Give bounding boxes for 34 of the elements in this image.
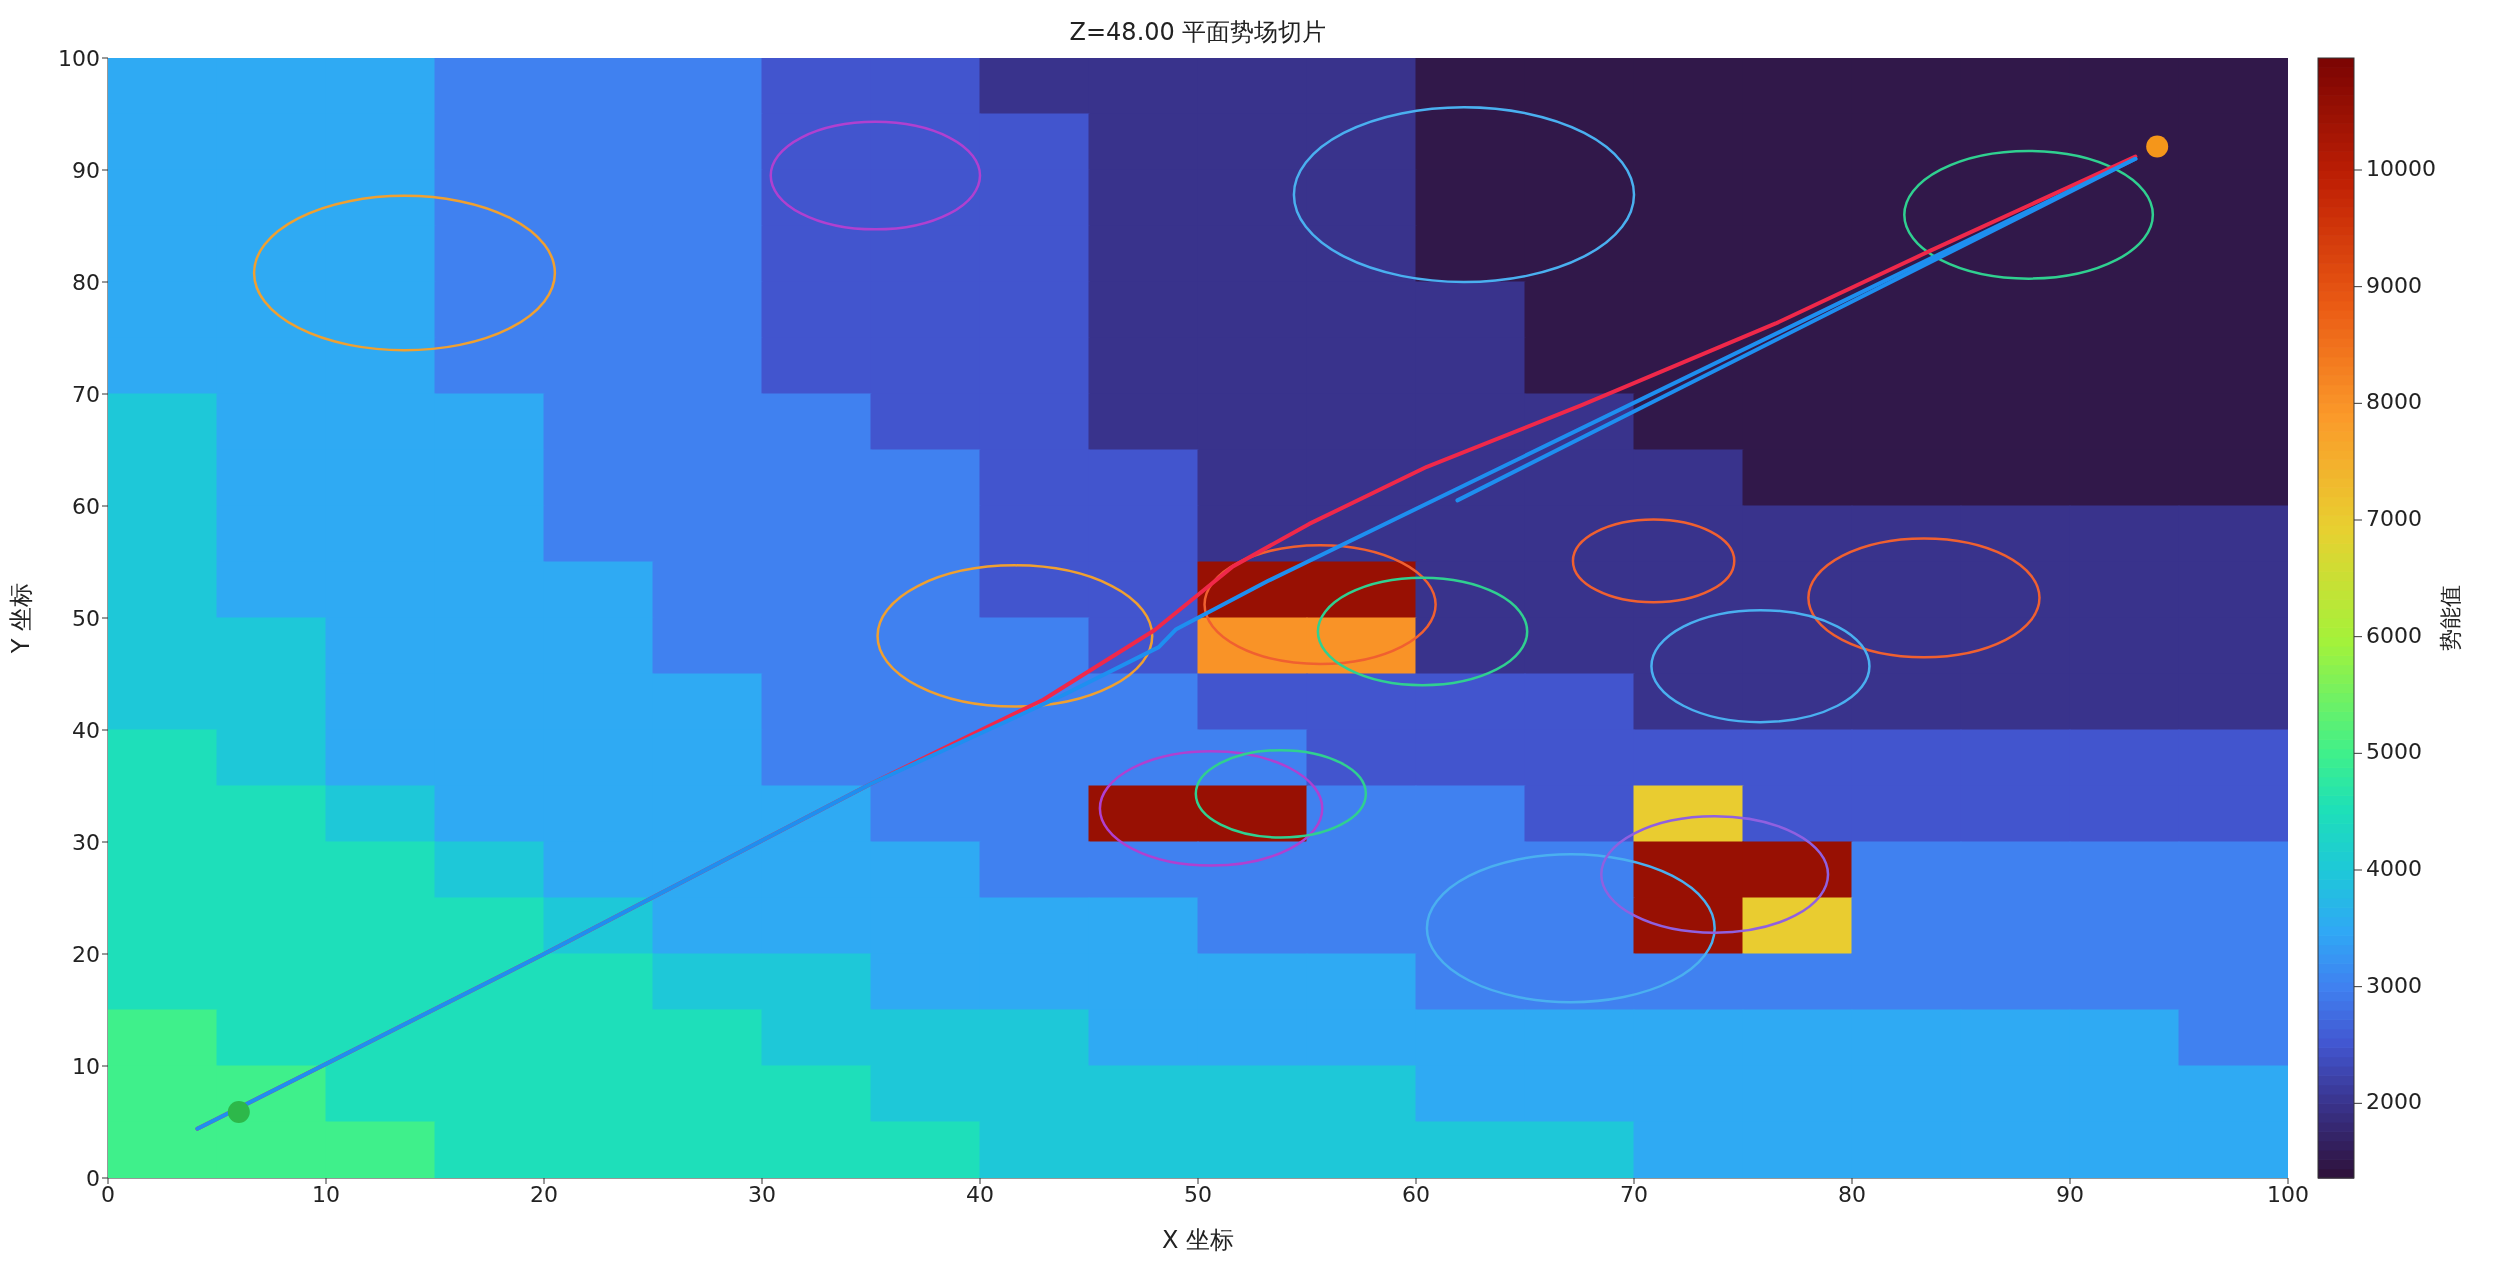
color-bar-label: 10000 bbox=[2366, 156, 2436, 181]
x-tick-label: 10 bbox=[312, 1181, 340, 1207]
color-bar-label: 5000 bbox=[2366, 739, 2422, 765]
x-tick-label: 90 bbox=[2056, 1181, 2084, 1207]
color-bar-label: 6000 bbox=[2366, 622, 2422, 648]
y-tick-label: 60 bbox=[72, 493, 100, 519]
y-tick-label: 40 bbox=[72, 717, 100, 743]
x-tick-label: 30 bbox=[748, 1181, 776, 1207]
y-axis-title: Y 坐标 bbox=[6, 582, 35, 655]
x-tick-label: 100 bbox=[2267, 1181, 2309, 1207]
y-tick-label: 50 bbox=[72, 605, 100, 631]
color-bar-label: 7000 bbox=[2366, 506, 2422, 531]
y-tick-label: 100 bbox=[58, 45, 100, 71]
y-tick-label: 70 bbox=[72, 381, 100, 407]
color-bar-label: 9000 bbox=[2366, 272, 2422, 298]
color-bar-label: 2000 bbox=[2366, 1089, 2422, 1115]
y-tick-label: 0 bbox=[86, 1165, 100, 1191]
y-tick-label: 80 bbox=[72, 269, 100, 295]
color-bar-label: 8000 bbox=[2366, 389, 2422, 415]
x-tick-label: 40 bbox=[966, 1181, 994, 1207]
x-axis-title: X 坐标 bbox=[1161, 1226, 1235, 1254]
y-tick-label: 90 bbox=[72, 157, 100, 183]
color-bar-label: 4000 bbox=[2366, 856, 2422, 881]
chart-title: Z=48.00 平面势场切片 bbox=[1068, 17, 1328, 48]
color-bar-label: 3000 bbox=[2366, 972, 2422, 998]
x-tick-label: 80 bbox=[1838, 1181, 1866, 1207]
x-tick-label: 60 bbox=[1402, 1181, 1430, 1207]
y-tick-label: 30 bbox=[72, 829, 100, 855]
x-tick-label: 20 bbox=[530, 1181, 558, 1207]
x-tick-label: 50 bbox=[1184, 1181, 1212, 1207]
color-bar-title: 势能值 bbox=[2438, 585, 2463, 651]
y-tick-label: 10 bbox=[72, 1053, 100, 1079]
y-tick-label: 20 bbox=[72, 941, 100, 967]
x-tick-label: 70 bbox=[1620, 1181, 1648, 1207]
